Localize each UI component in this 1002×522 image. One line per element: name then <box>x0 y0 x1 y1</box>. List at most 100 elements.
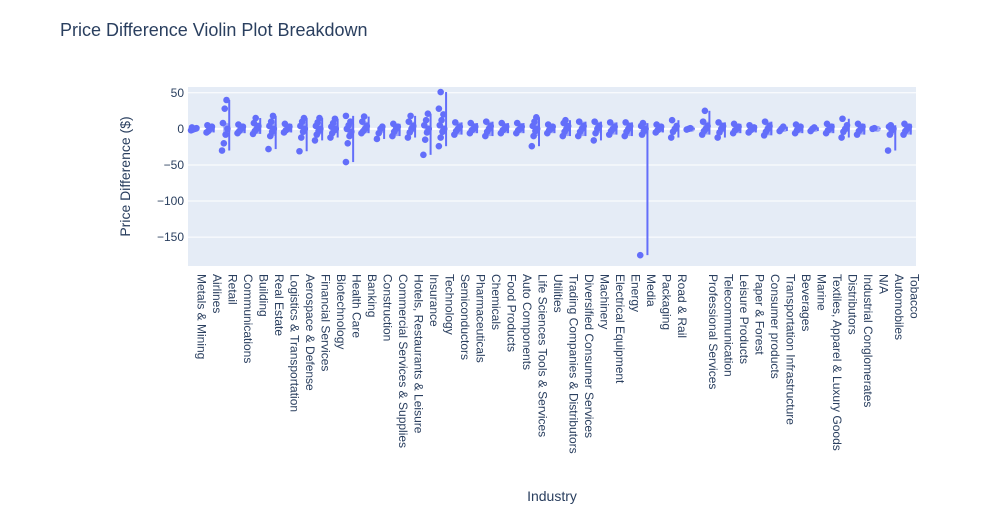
data-point[interactable] <box>766 122 773 130</box>
data-point[interactable] <box>823 120 831 128</box>
data-point[interactable] <box>533 114 540 121</box>
data-point[interactable] <box>437 88 444 96</box>
data-point[interactable] <box>360 113 368 120</box>
data-point[interactable] <box>843 121 851 129</box>
data-point[interactable] <box>714 134 721 141</box>
data-point[interactable] <box>407 112 414 120</box>
data-point[interactable] <box>606 119 614 126</box>
data-point[interactable] <box>281 120 289 128</box>
data-point[interactable] <box>528 142 536 150</box>
data-point[interactable] <box>611 123 618 130</box>
data-point[interactable] <box>269 112 277 120</box>
data-point[interactable] <box>699 118 707 125</box>
data-point[interactable] <box>297 134 305 141</box>
data-point[interactable] <box>437 134 444 141</box>
data-point[interactable] <box>591 118 598 125</box>
data-point[interactable] <box>639 119 647 127</box>
data-point[interactable] <box>746 121 753 129</box>
data-point[interactable] <box>300 114 308 122</box>
data-point[interactable] <box>810 124 818 131</box>
data-point[interactable] <box>420 151 427 159</box>
data-point[interactable] <box>218 147 226 154</box>
data-point[interactable] <box>451 119 459 126</box>
data-point[interactable] <box>235 121 242 128</box>
data-point[interactable] <box>653 121 660 128</box>
data-point[interactable] <box>502 123 510 130</box>
data-point[interactable] <box>435 105 443 112</box>
data-point[interactable] <box>409 122 417 130</box>
data-point[interactable] <box>636 251 644 259</box>
data-point[interactable] <box>421 136 429 143</box>
data-point[interactable] <box>359 118 366 125</box>
data-point[interactable] <box>779 123 787 130</box>
data-point[interactable] <box>544 121 552 128</box>
data-point[interactable] <box>792 121 800 128</box>
data-point[interactable] <box>704 122 711 130</box>
data-point[interactable] <box>420 121 428 129</box>
data-point[interactable] <box>221 105 229 112</box>
data-point[interactable] <box>424 110 432 118</box>
data-point[interactable] <box>590 137 598 144</box>
data-point[interactable] <box>440 125 448 133</box>
data-point[interactable] <box>839 115 846 123</box>
data-point[interactable] <box>224 125 231 133</box>
data-point[interactable] <box>363 122 371 130</box>
data-point[interactable] <box>296 147 303 155</box>
data-point[interactable] <box>715 119 722 126</box>
data-point[interactable] <box>871 124 878 132</box>
data-point[interactable] <box>673 122 680 130</box>
data-point[interactable] <box>373 135 381 143</box>
data-point[interactable] <box>575 118 583 125</box>
data-point[interactable] <box>887 121 895 129</box>
data-point[interactable] <box>222 131 229 138</box>
data-point[interactable] <box>438 116 445 124</box>
data-point[interactable] <box>220 139 228 147</box>
data-point[interactable] <box>901 120 908 128</box>
data-point[interactable] <box>379 123 386 130</box>
data-point[interactable] <box>513 119 521 127</box>
data-point[interactable] <box>252 114 260 122</box>
data-point[interactable] <box>668 116 676 124</box>
data-point[interactable] <box>471 123 479 130</box>
data-point[interactable] <box>456 123 464 130</box>
data-point[interactable] <box>761 118 769 125</box>
data-point[interactable] <box>435 142 443 150</box>
data-point[interactable] <box>265 145 272 153</box>
data-point[interactable] <box>219 119 227 127</box>
data-point[interactable] <box>467 119 475 127</box>
data-point[interactable] <box>311 137 319 144</box>
data-point[interactable] <box>482 118 490 125</box>
data-point[interactable] <box>267 118 275 125</box>
data-point[interactable] <box>316 114 323 122</box>
data-point[interactable] <box>188 124 196 131</box>
data-point[interactable] <box>405 118 413 125</box>
data-point[interactable] <box>667 134 675 141</box>
data-point[interactable] <box>884 147 892 154</box>
data-point[interactable] <box>404 134 412 141</box>
data-point[interactable] <box>838 134 845 141</box>
data-point[interactable] <box>344 139 352 147</box>
data-point[interactable] <box>498 119 506 127</box>
data-point[interactable] <box>530 132 537 140</box>
data-point[interactable] <box>626 122 634 130</box>
data-point[interactable] <box>425 125 433 133</box>
data-point[interactable] <box>347 118 354 125</box>
data-point[interactable] <box>436 121 444 129</box>
data-point[interactable] <box>223 96 230 104</box>
data-point[interactable] <box>390 120 397 128</box>
data-point[interactable] <box>719 122 727 130</box>
data-point[interactable] <box>687 124 694 132</box>
data-point[interactable] <box>342 158 350 166</box>
data-point[interactable] <box>204 121 211 129</box>
data-point[interactable] <box>701 107 709 115</box>
data-point[interactable] <box>250 119 258 127</box>
data-point[interactable] <box>854 120 862 128</box>
data-point[interactable] <box>331 115 339 123</box>
data-point[interactable] <box>622 119 629 126</box>
data-point[interactable] <box>580 122 587 130</box>
data-point[interactable] <box>440 111 447 118</box>
data-point[interactable] <box>562 116 569 124</box>
data-point[interactable] <box>422 116 430 124</box>
data-point[interactable] <box>595 122 603 130</box>
data-point[interactable] <box>487 122 495 130</box>
